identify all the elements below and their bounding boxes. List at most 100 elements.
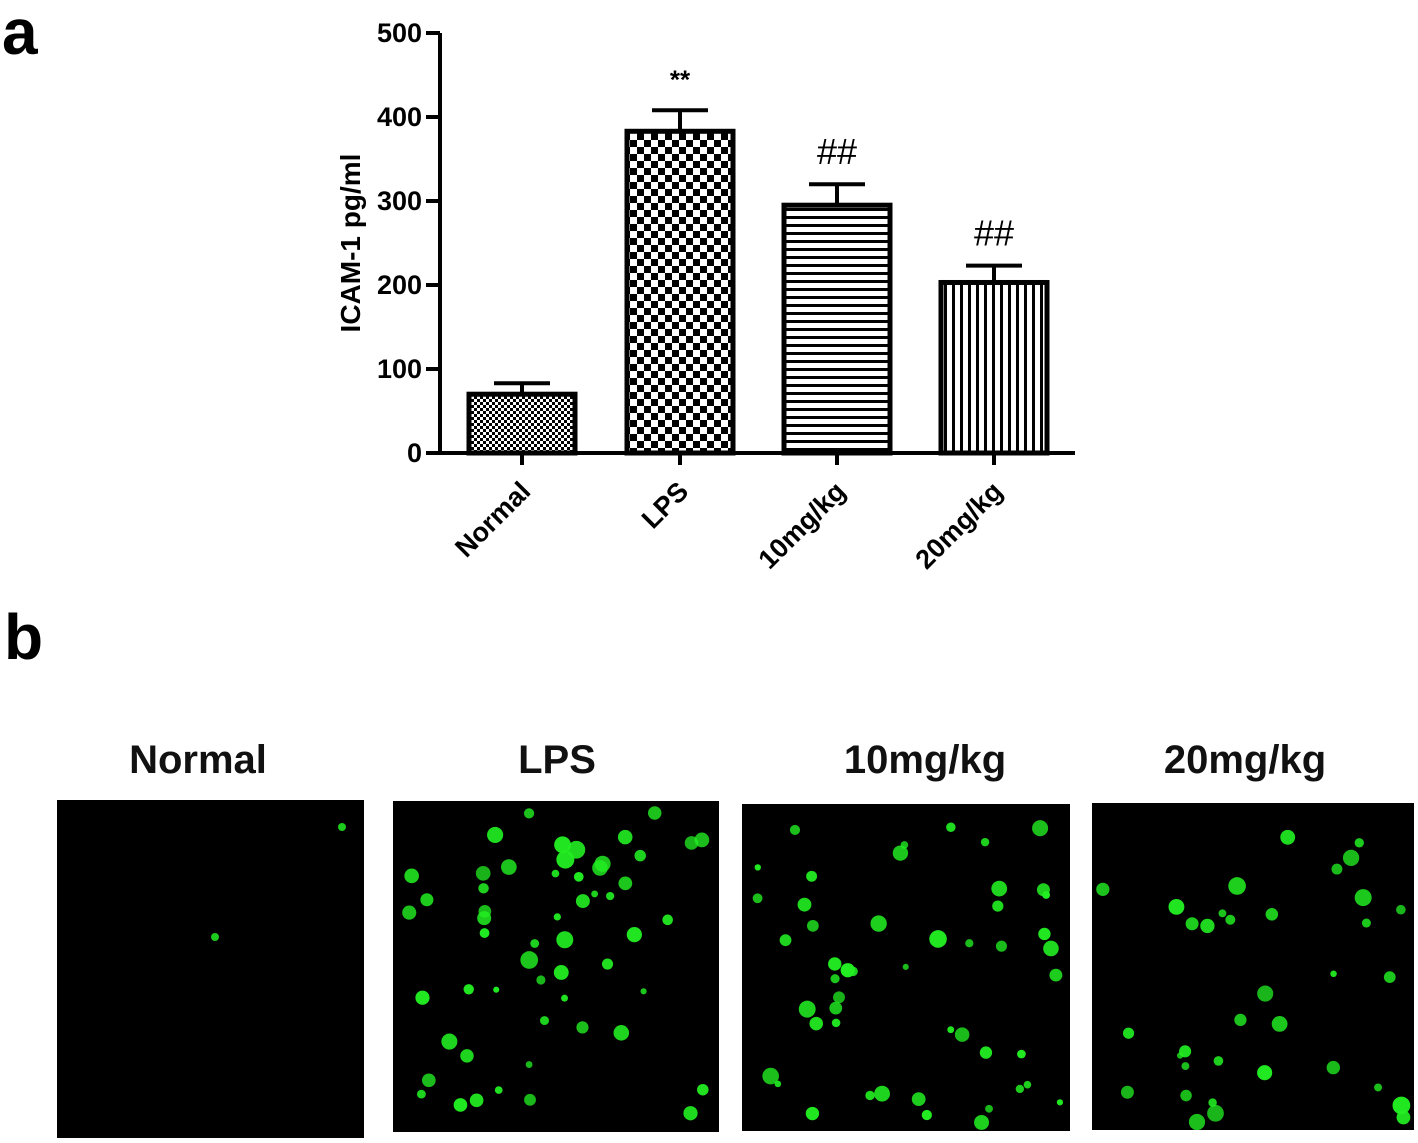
fluorescent-cell [1354, 838, 1364, 848]
fluorescent-cell [892, 845, 909, 861]
fluorescent-cell [421, 1073, 436, 1088]
fluorescent-cell [601, 958, 614, 970]
fluorescent-cell [985, 1104, 993, 1113]
y-tick-label: 100 [377, 354, 422, 384]
fluorescent-cell [874, 1085, 890, 1102]
fluorescent-cell [991, 880, 1008, 897]
panel-label-a: a [2, 0, 38, 68]
fluorescent-cell [754, 864, 761, 871]
fluorescent-cell [556, 931, 574, 949]
fluorescent-cell [1043, 940, 1059, 957]
fluorescent-cell [779, 934, 792, 947]
fluorescent-cell [556, 850, 575, 869]
fluorescent-cell [1122, 1027, 1135, 1039]
fluorescent-cell [613, 1025, 630, 1041]
fluorescent-cell [475, 866, 491, 881]
fluorescent-cell [441, 1033, 458, 1050]
fluorescent-cell [575, 894, 590, 909]
fluorescent-cell [829, 1001, 843, 1015]
micrograph-10mg-cells [752, 820, 1064, 1130]
fluorescent-cell [1342, 849, 1360, 867]
fluorescent-cell [1228, 877, 1246, 895]
fluorescent-cell [1015, 1084, 1025, 1094]
bar-chart: 0 100 200 300 400 500 ICAM-1 pg/ml Normal LPS ** 1… [335, 18, 1075, 575]
fluorescent-cell [833, 991, 845, 1004]
fluorescent-cell [1185, 917, 1199, 931]
fluorescent-cell [979, 1046, 993, 1059]
x-tick-label: 10mg/kg [753, 476, 852, 575]
fluorescent-cell [965, 939, 974, 948]
fluorescent-cell [525, 1061, 533, 1068]
fluorescent-cell [478, 904, 492, 918]
fluorescent-cell [1213, 1056, 1224, 1066]
fluorescent-cell [523, 808, 535, 819]
fluorescent-cell [1326, 1060, 1340, 1075]
fluorescent-cell [1354, 889, 1372, 907]
fluorescent-cell [591, 890, 599, 898]
fluorescent-cell [946, 822, 956, 832]
fluorescent-cell [1096, 882, 1110, 896]
fluorescent-cell [404, 868, 419, 884]
bar-1 [624, 128, 736, 456]
y-tick-label: 300 [377, 186, 422, 216]
fluorescent-cell [494, 1086, 503, 1094]
fluorescent-cell [524, 1093, 536, 1106]
fluorescent-cell [947, 1026, 955, 1034]
micrograph-normal-cells [211, 823, 346, 941]
micrograph-normal [57, 800, 364, 1138]
fluorescent-cell [1120, 1085, 1134, 1099]
fluorescent-cell [1257, 1065, 1273, 1081]
fluorescent-cell [618, 876, 633, 891]
fluorescent-cell [954, 1027, 970, 1042]
fluorescent-cell [554, 836, 571, 854]
fluorescent-cell [805, 1106, 820, 1121]
fluorescent-cell [1396, 904, 1406, 915]
fluorescent-cell [487, 826, 504, 844]
fluorescent-cell [606, 891, 615, 901]
fluorescent-cell [647, 806, 662, 820]
bar-2 [781, 202, 893, 456]
micrograph-lps [393, 801, 719, 1132]
y-tick-label: 0 [407, 438, 422, 468]
fluorescent-cell [683, 1106, 698, 1121]
fluorescent-cell [1032, 820, 1049, 837]
fluorescent-cell [420, 893, 434, 907]
fluorescent-cell [1038, 927, 1051, 941]
fluorescent-cell [453, 1098, 468, 1112]
fluorescent-cell [865, 1090, 875, 1101]
fluorescent-cell [662, 914, 673, 926]
fluorescent-cell [553, 965, 569, 980]
fluorescent-cell [830, 974, 840, 984]
fluorescent-cell [626, 926, 642, 943]
fluorescent-cell [1225, 914, 1236, 925]
fluorescent-cell [929, 930, 947, 948]
fluorescent-cell [551, 869, 560, 878]
fluorescent-cell [980, 837, 990, 847]
fluorescent-cell [530, 939, 540, 948]
fluorescent-cell [806, 870, 818, 882]
fluorescent-cell [469, 1093, 484, 1108]
y-tick-label: 400 [377, 102, 422, 132]
fluorescent-cell [617, 829, 633, 845]
fluorescent-cell [1207, 1104, 1224, 1122]
fluorescent-cell [1392, 1096, 1411, 1115]
micrograph-10mg [742, 804, 1070, 1131]
fluorescent-cell [1271, 1016, 1288, 1032]
fluorescent-cell [1257, 985, 1274, 1002]
fluorescent-cell [807, 919, 819, 932]
fluorescent-cell [501, 859, 517, 875]
fluorescent-cell [1042, 891, 1051, 899]
fluorescent-cell [1181, 1062, 1190, 1071]
fluorescent-cell [1330, 970, 1337, 978]
fluorescent-cell [211, 933, 219, 941]
chart-bars [466, 108, 1050, 456]
fluorescent-cell [1176, 1052, 1184, 1059]
fluorescent-cell [1374, 1083, 1383, 1092]
fluorescent-cell [870, 915, 887, 932]
fluorescent-cell [1218, 909, 1227, 918]
fluorescent-cell [798, 1000, 816, 1018]
fluorescent-cell [1168, 898, 1185, 915]
fluorescent-cell [697, 1083, 709, 1096]
micrograph-label-lps: LPS [518, 738, 596, 782]
fluorescent-cell [1383, 971, 1396, 984]
